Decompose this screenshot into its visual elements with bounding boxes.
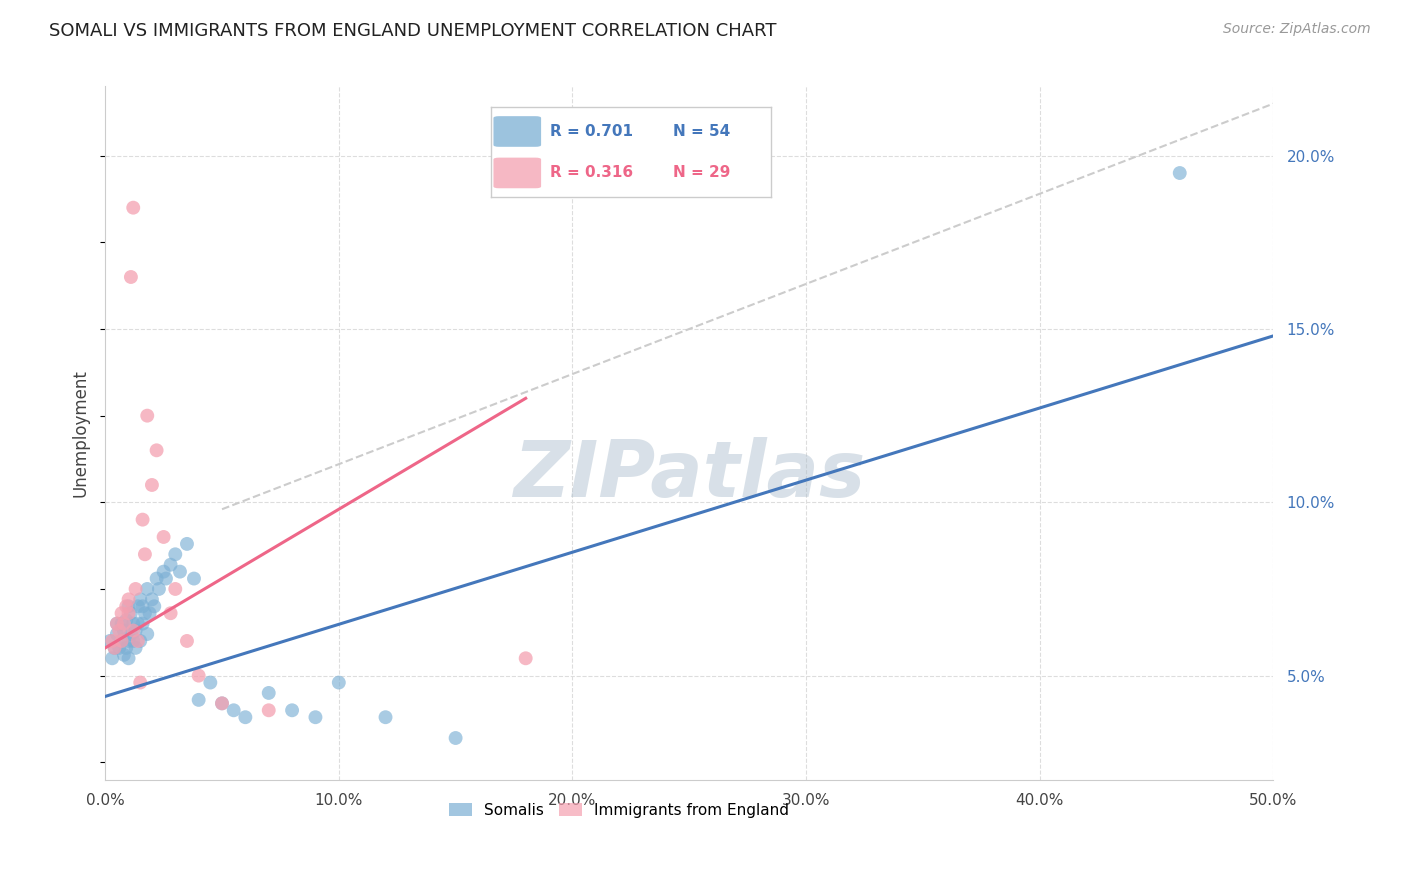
- Point: [165, 582, 187, 596]
- Point: [105, 627, 128, 641]
- Point: [122, 201, 145, 215]
- Point: [122, 624, 145, 638]
- Point: [117, 651, 139, 665]
- Point: [145, 572, 167, 586]
- Point: [115, 640, 138, 655]
- Point: [110, 634, 132, 648]
- Point: [187, 668, 209, 682]
- Point: [136, 627, 159, 641]
- Point: [122, 616, 145, 631]
- Point: [200, 675, 222, 690]
- Point: [112, 616, 135, 631]
- Point: [515, 651, 537, 665]
- Point: [120, 627, 142, 641]
- Point: [112, 648, 135, 662]
- Point: [141, 592, 163, 607]
- Point: [129, 634, 152, 648]
- Point: [152, 530, 174, 544]
- Point: [120, 270, 142, 285]
- Point: [120, 606, 142, 620]
- Point: [124, 640, 146, 655]
- Point: [101, 651, 124, 665]
- Point: [117, 599, 139, 614]
- Point: [110, 616, 132, 631]
- Point: [145, 443, 167, 458]
- Point: [127, 634, 149, 648]
- Point: [281, 703, 304, 717]
- Legend: Somalis, Immigrants from England: Somalis, Immigrants from England: [443, 797, 796, 824]
- Text: ZIPatlas: ZIPatlas: [513, 436, 865, 513]
- Point: [374, 710, 396, 724]
- Text: Source: ZipAtlas.com: Source: ZipAtlas.com: [1223, 22, 1371, 37]
- Point: [105, 616, 128, 631]
- Point: [105, 616, 128, 631]
- Point: [124, 582, 146, 596]
- Point: [148, 582, 170, 596]
- Point: [108, 624, 131, 638]
- Point: [103, 640, 125, 655]
- Point: [127, 599, 149, 614]
- Point: [136, 409, 159, 423]
- Point: [115, 599, 138, 614]
- Point: [117, 634, 139, 648]
- Point: [257, 703, 280, 717]
- Point: [159, 558, 181, 572]
- Point: [134, 547, 156, 561]
- Point: [98, 634, 121, 648]
- Point: [117, 592, 139, 607]
- Point: [108, 640, 131, 655]
- Y-axis label: Unemployment: Unemployment: [72, 369, 89, 497]
- Point: [143, 599, 166, 614]
- Point: [122, 634, 145, 648]
- Point: [101, 634, 124, 648]
- Point: [444, 731, 467, 745]
- Point: [152, 565, 174, 579]
- Point: [131, 616, 153, 631]
- Point: [165, 547, 187, 561]
- Point: [138, 606, 160, 620]
- Point: [176, 537, 198, 551]
- Point: [211, 697, 233, 711]
- Point: [112, 624, 135, 638]
- Point: [159, 606, 181, 620]
- Point: [127, 616, 149, 631]
- Point: [134, 606, 156, 620]
- Point: [117, 606, 139, 620]
- Point: [1168, 166, 1191, 180]
- Point: [183, 572, 205, 586]
- Point: [176, 634, 198, 648]
- Point: [115, 613, 138, 627]
- Point: [131, 599, 153, 614]
- Point: [155, 572, 177, 586]
- Point: [110, 606, 132, 620]
- Point: [103, 640, 125, 655]
- Point: [141, 478, 163, 492]
- Point: [129, 592, 152, 607]
- Point: [169, 565, 191, 579]
- Point: [124, 624, 146, 638]
- Point: [129, 675, 152, 690]
- Point: [187, 693, 209, 707]
- Point: [257, 686, 280, 700]
- Point: [136, 582, 159, 596]
- Point: [131, 513, 153, 527]
- Point: [222, 703, 245, 717]
- Point: [304, 710, 326, 724]
- Text: SOMALI VS IMMIGRANTS FROM ENGLAND UNEMPLOYMENT CORRELATION CHART: SOMALI VS IMMIGRANTS FROM ENGLAND UNEMPL…: [49, 22, 776, 40]
- Point: [211, 697, 233, 711]
- Point: [328, 675, 350, 690]
- Point: [235, 710, 257, 724]
- Point: [110, 634, 132, 648]
